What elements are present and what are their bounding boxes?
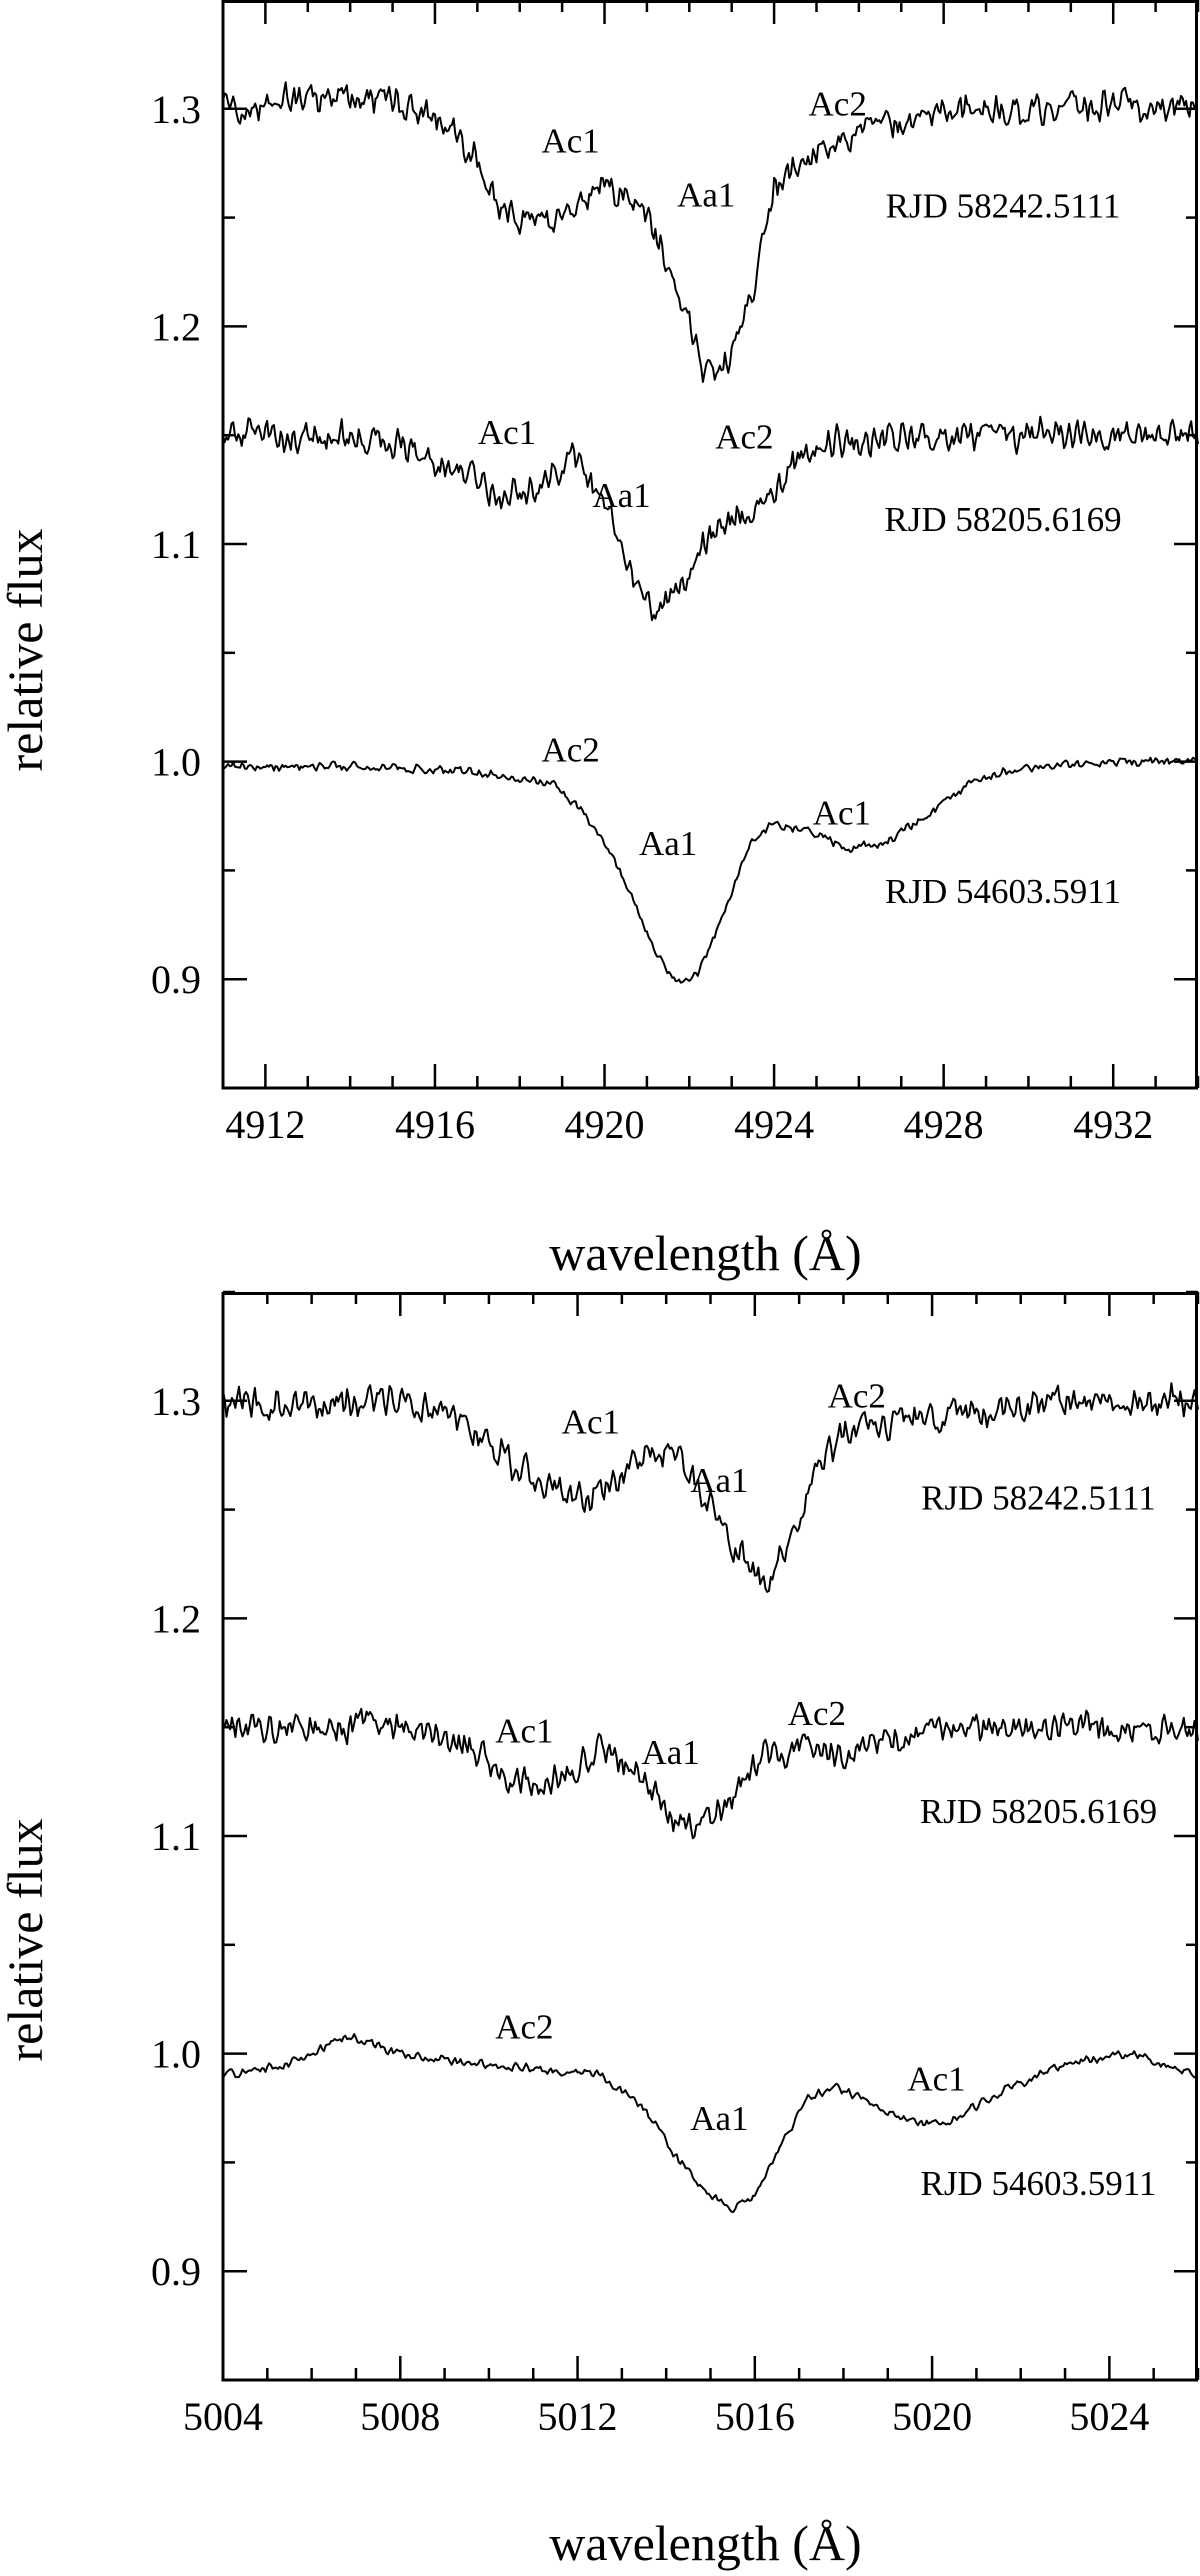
- component-label: Ac1: [541, 121, 599, 160]
- x-tick-label: 5008: [360, 2394, 440, 2439]
- x-tick-label: 5020: [892, 2394, 972, 2439]
- y-tick-label: 0.9: [151, 957, 201, 1002]
- top-panel: 4912 4916 4920 4924 4928 4932 0.9 1.0 1.1 1.2 1.3 w…: [0, 0, 1200, 1281]
- spectrum-line: [222, 756, 1199, 984]
- component-label: Aa1: [690, 2099, 748, 2138]
- x-tick-label: 4912: [225, 1102, 305, 1147]
- y-tick-label: 1.2: [151, 1596, 201, 1641]
- spectrum-line: [222, 1382, 1199, 1593]
- spectrum-line: [222, 2033, 1199, 2213]
- component-label: Ac1: [813, 794, 871, 833]
- component-label: Ac2: [828, 1376, 886, 1415]
- x-tick-label: 4928: [904, 1102, 984, 1147]
- x-axis-title: wavelength (Å): [549, 2515, 861, 2571]
- y-axis-title: relative flux: [0, 1819, 53, 2062]
- x-tick-label: 5012: [538, 2394, 618, 2439]
- bottom-panel: 5004 5008 5012 5016 5020 5024 0.9 1.0 1.1 1.2 1.3 w…: [0, 1290, 1200, 2571]
- component-label: Aa1: [690, 1461, 748, 1500]
- x-tick-label: 5004: [183, 2394, 263, 2439]
- epoch-label: RJD 58205.6169: [884, 500, 1121, 539]
- component-label: Ac2: [715, 417, 773, 456]
- component-label: Ac2: [495, 2007, 553, 2046]
- component-label: Ac2: [809, 84, 867, 123]
- y-tick-label: 1.0: [151, 2032, 201, 2077]
- component-label: Ac1: [495, 1711, 553, 1750]
- x-tick-label: 5016: [715, 2394, 795, 2439]
- y-tick-label: 0.9: [151, 2249, 201, 2294]
- y-axis-title: relative flux: [0, 529, 53, 772]
- epoch-label: RJD 58242.5111: [886, 187, 1121, 226]
- plot-frame: [221, 0, 1198, 1090]
- x-tick-label: 4932: [1073, 1102, 1153, 1147]
- spectrum-line: [222, 415, 1199, 622]
- y-tick-label: 1.3: [151, 87, 201, 132]
- y-tick-label: 1.0: [151, 740, 201, 785]
- x-tick-label: 4920: [565, 1102, 645, 1147]
- spectrum-line: [222, 81, 1199, 383]
- epoch-label: RJD 58205.6169: [920, 1792, 1157, 1831]
- epoch-label: RJD 54603.5911: [920, 2164, 1156, 2203]
- component-label: Aa1: [592, 476, 650, 515]
- component-label: Ac1: [478, 413, 536, 452]
- x-tick-label: 4916: [395, 1102, 475, 1147]
- component-label: Aa1: [639, 824, 697, 863]
- component-label: Ac1: [562, 1402, 620, 1441]
- spectrum-line: [222, 1707, 1199, 1840]
- x-tick-label: 5024: [1069, 2394, 1149, 2439]
- epoch-label: RJD 54603.5911: [885, 872, 1121, 911]
- x-tick-label: 4924: [734, 1102, 814, 1147]
- plot-frame: [221, 1292, 1198, 2382]
- x-axis-title: wavelength (Å): [549, 1225, 861, 1281]
- y-tick-label: 1.1: [151, 522, 201, 567]
- y-tick-label: 1.2: [151, 304, 201, 349]
- component-label: Ac1: [907, 2060, 965, 2099]
- component-label: Ac2: [541, 731, 599, 770]
- component-label: Aa1: [677, 176, 735, 215]
- y-tick-label: 1.3: [151, 1379, 201, 1424]
- component-label: Ac2: [788, 1694, 846, 1733]
- component-label: Aa1: [641, 1733, 699, 1772]
- y-tick-label: 1.1: [151, 1814, 201, 1859]
- epoch-label: RJD 58242.5111: [921, 1479, 1156, 1518]
